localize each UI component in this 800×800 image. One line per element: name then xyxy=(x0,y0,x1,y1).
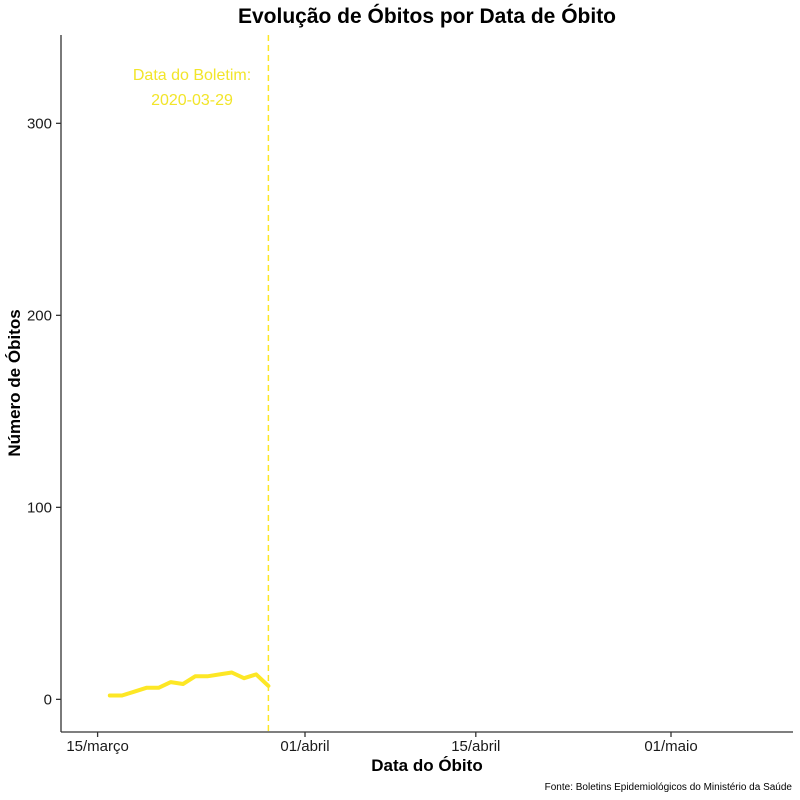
data-point xyxy=(181,682,185,686)
x-ticks: 15/março 01/abril 15/abril 01/maio xyxy=(66,732,698,755)
data-point xyxy=(120,694,124,697)
chart-title: Evolução de Óbitos por Data de Óbito xyxy=(238,4,616,28)
y-ticks: 0 100 200 300 xyxy=(27,115,61,708)
data-point xyxy=(267,684,270,688)
data-point xyxy=(108,694,112,697)
series-line-deaths xyxy=(107,670,271,698)
data-point xyxy=(133,690,136,693)
y-tick-label: 0 xyxy=(44,691,52,708)
plot-area: 0 100 200 300 15/março 01/abril 15/abril 01/ma… xyxy=(27,35,793,755)
series-points xyxy=(108,671,270,697)
x-tick-label: 01/maio xyxy=(644,738,697,755)
data-point xyxy=(157,686,160,690)
x-tick-label: 01/abril xyxy=(280,738,329,755)
data-point xyxy=(218,673,221,676)
y-tick-label: 100 xyxy=(27,499,52,516)
bulletin-annotation-line1: Data do Boletim: xyxy=(133,67,251,84)
data-point xyxy=(230,671,233,674)
y-axis-title: Número de Óbitos xyxy=(5,309,24,456)
data-point xyxy=(194,675,197,678)
data-point xyxy=(206,675,209,678)
y-tick-label: 200 xyxy=(27,307,52,324)
source-caption: Fonte: Boletins Epidemiológicos do Minis… xyxy=(545,782,793,793)
x-axis-title: Data do Óbito xyxy=(371,756,482,775)
data-point xyxy=(255,673,258,676)
data-point xyxy=(242,677,246,680)
bulletin-annotation-line2: 2020-03-29 xyxy=(151,92,233,109)
data-point xyxy=(169,680,172,684)
x-tick-label: 15/abril xyxy=(451,738,500,755)
data-point xyxy=(145,686,148,690)
y-tick-label: 300 xyxy=(27,115,52,132)
x-tick-label: 15/março xyxy=(66,738,129,755)
